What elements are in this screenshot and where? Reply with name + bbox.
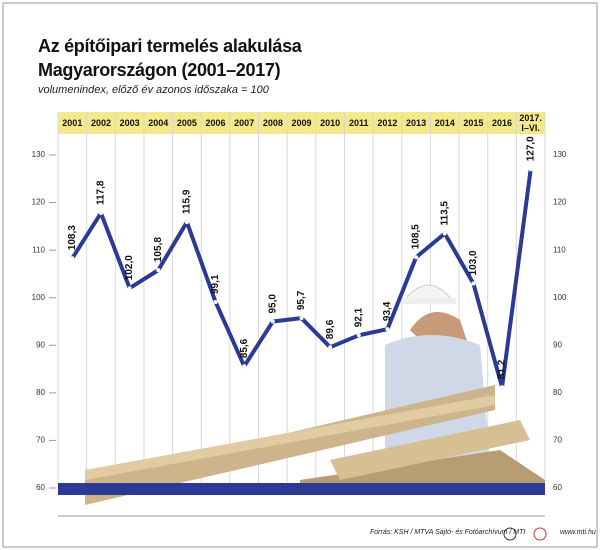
y-tick-label: 120: [32, 198, 46, 207]
value-label: 95,0: [267, 294, 278, 314]
x-tick-label: 2007: [234, 118, 255, 128]
value-label: 93,4: [382, 301, 393, 321]
x-tick-label: 2009: [291, 118, 312, 128]
photo: [85, 284, 545, 505]
value-label: 105,8: [153, 237, 164, 262]
value-label: 117,8: [96, 180, 107, 205]
data-point: [356, 333, 361, 338]
plot: 60 60 70 70 80 80 90 90 100 100 110 110 120 120 130 130…: [32, 136, 567, 492]
y-tick-label-right: 80: [553, 388, 562, 397]
y-tick-label: 70: [36, 436, 45, 445]
data-point: [270, 319, 275, 324]
chart-subtitle: volumenindex, előző év azonos időszaka =…: [38, 84, 269, 96]
value-label: 108,5: [411, 224, 422, 249]
y-tick-label: 110: [32, 245, 45, 254]
x-tick-label: 2004: [148, 118, 169, 128]
x-tick-label: 2005: [176, 118, 197, 128]
data-point: [184, 220, 189, 225]
data-point: [213, 299, 218, 304]
y-tick-label-right: 110: [553, 245, 566, 254]
y-tick-label: 80: [36, 388, 45, 397]
x-tick-label: 2012: [377, 118, 398, 128]
x-tick-label: 2002: [90, 118, 111, 128]
x-tick-label: 2016: [492, 118, 513, 128]
x-tick-label: 2014: [434, 118, 455, 128]
y-tick-label-right: 100: [553, 293, 567, 302]
data-point: [385, 327, 390, 332]
logo: [503, 527, 517, 541]
value-label: 92,1: [353, 307, 364, 327]
value-label: 95,7: [296, 290, 307, 310]
x-tick-label: 2003: [119, 118, 140, 128]
y-tick-label-right: 70: [553, 436, 562, 445]
website: www.mti.hu: [560, 529, 596, 536]
x-tick-label: 2011: [349, 118, 369, 128]
value-label: 81,2: [497, 359, 508, 379]
x-tick-label: 2015: [463, 118, 484, 128]
value-label: 99,1: [210, 274, 221, 294]
value-label: 85,6: [239, 338, 250, 358]
x-tick-label: 2006: [205, 118, 226, 128]
logo: [533, 527, 547, 541]
data-point: [156, 268, 161, 273]
value-label: 115,9: [182, 189, 193, 214]
y-tick-label-right: 120: [553, 198, 567, 207]
value-label: 127,0: [525, 136, 536, 161]
value-label: 89,6: [325, 319, 336, 339]
data-point: [98, 211, 103, 216]
data-point: [528, 167, 533, 172]
data-point: [127, 286, 132, 291]
data-point: [471, 281, 476, 286]
year-band: [58, 112, 545, 134]
x-tick-label: 2010: [320, 118, 341, 128]
data-point: [328, 345, 333, 350]
y-tick-label: 100: [32, 293, 46, 302]
value-label: 108,3: [67, 225, 78, 250]
data-point: [442, 231, 447, 236]
y-tick-label-right: 130: [553, 150, 567, 159]
data-point: [500, 385, 505, 390]
value-label: 102,0: [124, 255, 135, 280]
y-tick-label: 90: [36, 340, 45, 349]
y-tick-label: 130: [32, 150, 46, 159]
value-label: 103,0: [468, 250, 479, 275]
y-tick-label: 60: [36, 483, 45, 492]
base-bar: [58, 483, 545, 495]
x-tick-label: 2001: [62, 118, 83, 128]
value-label: 113,5: [439, 201, 450, 226]
x-tick-label: 2008: [262, 118, 283, 128]
data-point: [70, 256, 75, 261]
data-point: [299, 316, 304, 321]
source: Forrás: KSH / MTVA Sajtó- és Fotóarchívu…: [370, 529, 526, 536]
data-point: [414, 255, 419, 260]
x-tick-label: 2017. I–VI.: [519, 113, 542, 133]
chart-title: Az építőipari termelés alakulása Magyaro…: [38, 36, 302, 80]
y-tick-label-right: 90: [553, 340, 562, 349]
data-point: [242, 364, 247, 369]
x-tick-label: 2013: [406, 118, 427, 128]
y-tick-label-right: 60: [553, 483, 562, 492]
